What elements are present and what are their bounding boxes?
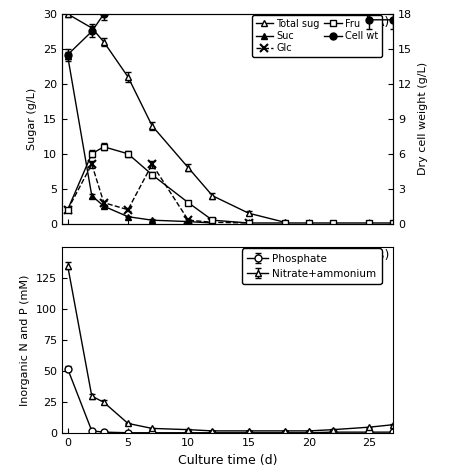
Y-axis label: Dry cell weight (g/L): Dry cell weight (g/L)	[418, 62, 428, 175]
Line: Glc: Glc	[64, 160, 253, 227]
Glc	[125, 207, 131, 212]
Glc	[185, 217, 191, 223]
Legend: Phosphate, Nitrate+ammonium: Phosphate, Nitrate+ammonium	[242, 248, 382, 284]
Y-axis label: Inorganic N and P (mM): Inorganic N and P (mM)	[20, 274, 30, 406]
Text: (A): (A)	[372, 16, 390, 29]
Legend: Total sug, Suc, Glc, Fru, Cell wt: Total sug, Suc, Glc, Fru, Cell wt	[252, 14, 382, 57]
Glc	[101, 200, 107, 206]
Glc	[65, 207, 71, 212]
X-axis label: Culture time (d): Culture time (d)	[178, 454, 277, 466]
Glc	[149, 161, 155, 167]
Glc	[89, 161, 95, 167]
Text: (B): (B)	[372, 249, 390, 262]
Glc	[246, 220, 252, 226]
Glc	[210, 219, 215, 225]
Y-axis label: Sugar (g/L): Sugar (g/L)	[27, 88, 37, 150]
